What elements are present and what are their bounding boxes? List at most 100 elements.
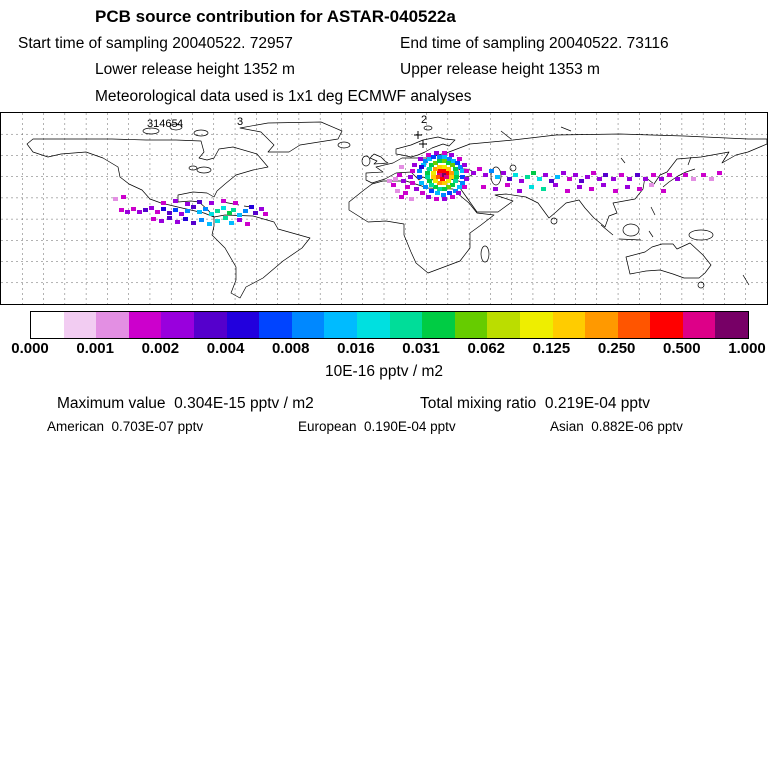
plume-cell bbox=[431, 171, 436, 175]
colorbar-tick-label: 0.031 bbox=[402, 340, 440, 357]
great-lakes-outline bbox=[196, 166, 212, 174]
colorbar-tick-label: 0.000 bbox=[11, 340, 49, 357]
colorbar-segment bbox=[259, 312, 292, 338]
colorbar-tick-label: 1.000 bbox=[728, 340, 766, 357]
plume-cell bbox=[229, 221, 234, 225]
plume-cell bbox=[477, 167, 482, 171]
plot-title: PCB source contribution for ASTAR-040522… bbox=[95, 7, 456, 26]
plume-cell bbox=[464, 177, 469, 181]
colorbar-segment bbox=[715, 312, 749, 338]
track-number-label: 2 bbox=[421, 114, 427, 126]
plume-cell bbox=[442, 181, 447, 185]
aral-sea-outline bbox=[509, 164, 517, 172]
plume-cell bbox=[591, 171, 596, 175]
plume-cell bbox=[462, 163, 467, 167]
plume-cell bbox=[667, 173, 672, 177]
java-outline bbox=[618, 238, 642, 241]
plume-cell bbox=[567, 177, 572, 181]
plume-cell bbox=[446, 185, 451, 189]
plume-cell bbox=[425, 171, 430, 175]
plume-cell bbox=[601, 183, 606, 187]
plume-cell bbox=[529, 185, 534, 189]
plume-cell bbox=[454, 175, 459, 179]
plume-cell bbox=[709, 177, 714, 181]
plume-cell bbox=[121, 195, 126, 199]
arctic-island-outline bbox=[193, 129, 209, 137]
start-time-text: Start time of sampling 20040522. 72957 bbox=[18, 35, 293, 52]
plume-cell bbox=[579, 179, 584, 183]
plume-cell bbox=[259, 207, 264, 211]
plume-cell bbox=[537, 177, 542, 181]
plume-cell bbox=[412, 163, 417, 167]
japan-outline bbox=[662, 168, 696, 188]
plume-cell bbox=[173, 208, 178, 212]
colorbar-segment bbox=[650, 312, 683, 338]
plume-cell bbox=[427, 157, 432, 161]
plume-cell bbox=[143, 208, 148, 212]
plume-cell bbox=[417, 169, 422, 173]
colorbar-segment bbox=[487, 312, 520, 338]
plume-cell bbox=[119, 208, 124, 212]
plume-cell bbox=[442, 197, 447, 201]
sumatra-outline bbox=[600, 224, 614, 236]
plume-cell bbox=[442, 165, 447, 169]
plume-cell bbox=[460, 181, 465, 185]
plume-cell bbox=[429, 189, 434, 193]
plume-cell bbox=[450, 183, 455, 187]
plume-cell bbox=[137, 210, 142, 214]
plume-cell bbox=[431, 175, 436, 179]
plume-cell bbox=[203, 207, 208, 211]
plume-cell bbox=[155, 210, 160, 214]
plume-cell bbox=[179, 212, 184, 216]
colorbar-segment bbox=[356, 312, 390, 338]
track-number-label: 31465 bbox=[147, 118, 178, 130]
colorbar-tick-label: 0.500 bbox=[663, 340, 701, 357]
plume-cell bbox=[423, 185, 428, 189]
plume-cell bbox=[453, 189, 458, 193]
arctic-island-outline bbox=[169, 123, 183, 131]
plume-cell bbox=[263, 212, 268, 216]
colorbar-tick-labels: 0.000 0.001 0.002 0.004 0.008 0.016 0.031 0.062… bbox=[0, 340, 768, 358]
plume-cell bbox=[442, 151, 447, 155]
plume-cell bbox=[442, 159, 447, 163]
plume-cell bbox=[635, 173, 640, 177]
plume-cell bbox=[391, 183, 396, 187]
plume-cell bbox=[419, 181, 424, 185]
colorbar-tick-label: 0.125 bbox=[532, 340, 571, 357]
plume-cell bbox=[625, 185, 630, 189]
plume-cell bbox=[453, 179, 458, 183]
plume-cell bbox=[577, 185, 582, 189]
plume-cell bbox=[437, 169, 442, 173]
colorbar-segment bbox=[226, 312, 260, 338]
plume-cell bbox=[419, 165, 424, 169]
plume-cell bbox=[435, 175, 440, 179]
plume-cell bbox=[237, 213, 242, 217]
track-number-label: 3 bbox=[237, 116, 243, 128]
plume-cell bbox=[450, 163, 455, 167]
colorbar-tick-label: 0.001 bbox=[76, 340, 114, 357]
plume-cell bbox=[450, 195, 455, 199]
svalbard-outline bbox=[423, 125, 433, 131]
plume-cell bbox=[401, 179, 406, 183]
plume-cell bbox=[149, 206, 154, 210]
plume-cell bbox=[161, 201, 166, 205]
plume-cell bbox=[453, 167, 458, 171]
madagascar-outline bbox=[480, 245, 490, 263]
upper-release-text: Upper release height 1353 m bbox=[400, 61, 600, 78]
world-map-panel: 31465 4 3 2 bbox=[0, 112, 768, 305]
great-britain-outline bbox=[369, 153, 389, 165]
iceland-outline bbox=[337, 141, 351, 149]
philippines-outline bbox=[650, 206, 656, 216]
plume-cell bbox=[659, 177, 664, 181]
plume-cell bbox=[460, 169, 465, 173]
novaya-zemlya-outline bbox=[500, 130, 512, 140]
plume-cell bbox=[462, 185, 467, 189]
plume-cell bbox=[517, 189, 522, 193]
plume-cell bbox=[191, 205, 196, 209]
colorbar-segment bbox=[422, 312, 455, 338]
plume-cell bbox=[441, 193, 446, 197]
plume-cell bbox=[253, 211, 258, 215]
plume-cell bbox=[426, 195, 431, 199]
new-guinea-outline bbox=[688, 229, 714, 241]
colorbar-segment bbox=[389, 312, 423, 338]
